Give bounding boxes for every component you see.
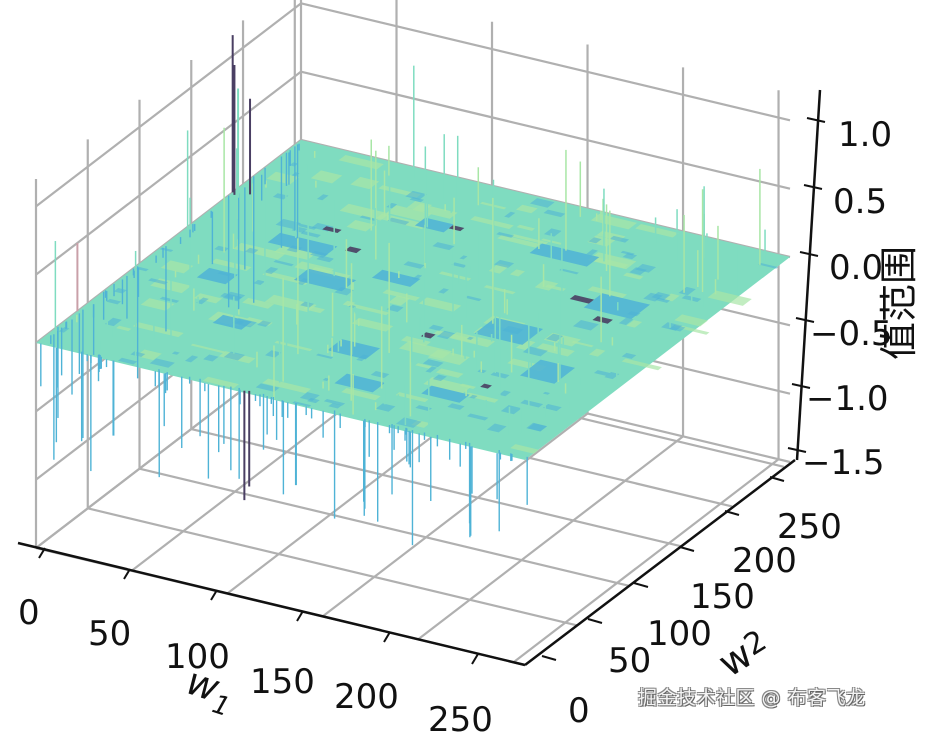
axes (17, 89, 822, 667)
z-tick-label: −0.5 (810, 314, 893, 354)
x-tick-label: 100 (165, 637, 230, 677)
z-tick-label: 0.5 (833, 182, 887, 222)
z-tick-label: −1.5 (802, 443, 885, 483)
y-tick-label: 250 (777, 507, 842, 547)
x-tick-label: 250 (428, 700, 493, 734)
x-axis-ticks: 0 50 100 150 200 250 (18, 547, 493, 734)
y-tick-label: 0 (568, 691, 590, 731)
watermark: 掘金技术社区 @ 布客飞龙 (638, 687, 866, 709)
z-axis-label: 值范围 (877, 246, 921, 360)
x-tick-label: 50 (88, 614, 131, 654)
x-tick-label: 200 (334, 677, 399, 717)
z-axis-ticks: 1.0 0.5 0.0 −0.5 −1.0 −1.5 (787, 115, 893, 483)
z-tick-label: 0.0 (829, 248, 883, 288)
y-tick-label: 200 (732, 541, 797, 581)
x-tick-label: 150 (250, 662, 315, 702)
z-tick-label: −1.0 (806, 379, 889, 419)
y-axis-label: w2 (711, 622, 777, 686)
y-tick-label: 50 (608, 641, 651, 681)
y-tick-label: 150 (690, 577, 755, 617)
x-tick-label: 0 (18, 593, 40, 633)
surface-plot (36, 35, 790, 546)
y-tick-label: 100 (647, 614, 712, 654)
z-tick-label: 1.0 (838, 115, 892, 155)
